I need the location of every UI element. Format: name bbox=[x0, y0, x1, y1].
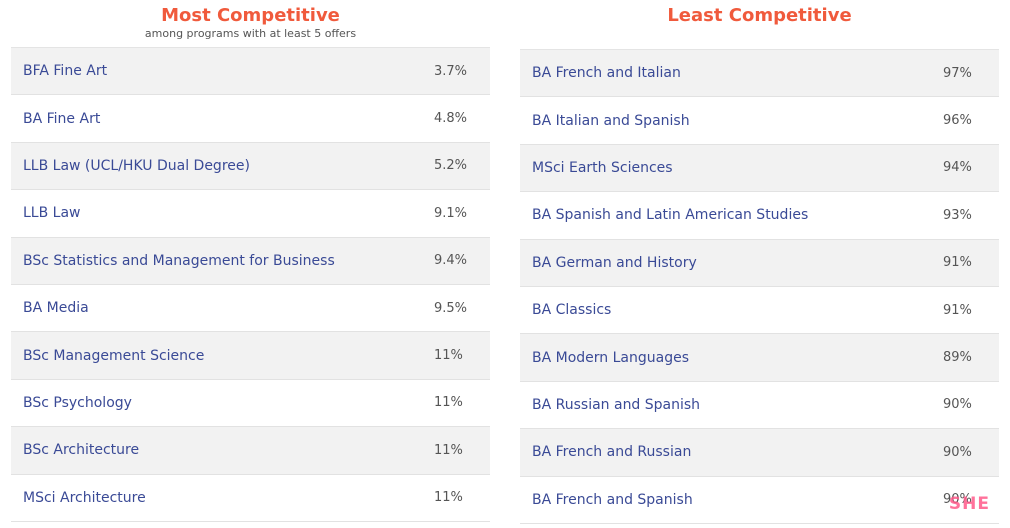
offer-rate: 11% bbox=[434, 442, 463, 458]
offer-rate: 11% bbox=[434, 348, 463, 364]
program-name: BFA Fine Art bbox=[23, 63, 108, 80]
offer-rate: 9.5% bbox=[434, 300, 468, 316]
least-competitive-panel: Least Competitive BA French and Italian 9… bbox=[520, 0, 999, 524]
table-row: BSc Psychology 11% bbox=[11, 379, 490, 428]
least-competitive-title: Least Competitive bbox=[667, 5, 852, 26]
table-row: BA Modern Languages 89% bbox=[520, 334, 999, 382]
program-name: BA Spanish and Latin American Studies bbox=[532, 207, 809, 224]
program-name: BA French and Spanish bbox=[532, 491, 693, 508]
least-competitive-table: BA French and Italian 97% BA Italian and S… bbox=[520, 49, 999, 524]
offer-rate: 5.2% bbox=[434, 158, 468, 174]
table-row: BA French and Russian 90% bbox=[520, 429, 999, 477]
offer-rate: 9.4% bbox=[434, 253, 468, 269]
table-row: BFA Fine Art 3.7% bbox=[11, 48, 490, 96]
table-row: BA Media 9.5% bbox=[11, 284, 490, 333]
table-row: BA French and Spanish 90% bbox=[520, 476, 999, 524]
offer-rate: 90% bbox=[943, 444, 972, 460]
table-row: MSci Architecture 11% bbox=[11, 474, 490, 522]
offer-rate: 91% bbox=[943, 302, 972, 318]
program-name: BA Fine Art bbox=[23, 110, 101, 127]
program-name: LLB Law (UCL/HKU Dual Degree) bbox=[23, 157, 250, 174]
table-row: BA Italian and Spanish 96% bbox=[520, 97, 999, 145]
program-name: BSc Psychology bbox=[23, 394, 132, 411]
table-row: MSci Earth Sciences 94% bbox=[520, 144, 999, 193]
program-name: BA Italian and Spanish bbox=[532, 112, 690, 129]
program-name: MSci Earth Sciences bbox=[532, 159, 673, 176]
program-name: BA French and Russian bbox=[532, 444, 692, 461]
table-row: BSc Management Science 11% bbox=[11, 332, 490, 380]
offer-rate: 3.7% bbox=[434, 63, 468, 79]
watermark-logo: SHE bbox=[948, 494, 990, 514]
offer-rate: 11% bbox=[434, 490, 463, 506]
program-name: BA French and Italian bbox=[532, 65, 681, 82]
table-row: BA Fine Art 4.8% bbox=[11, 95, 490, 143]
offer-rate: 4.8% bbox=[434, 111, 468, 127]
table-row: BA Russian and Spanish 90% bbox=[520, 381, 999, 430]
table-row: BA Classics 91% bbox=[520, 286, 999, 335]
offer-rate: 90% bbox=[943, 397, 972, 413]
most-competitive-table: BFA Fine Art 3.7% BA Fine Art 4.8% LLB Law (… bbox=[11, 47, 490, 522]
program-name: BA Modern Languages bbox=[532, 349, 689, 366]
offer-rate: 9.1% bbox=[434, 205, 468, 221]
program-name: MSci Architecture bbox=[23, 489, 146, 506]
offer-rate: 97% bbox=[943, 65, 972, 81]
table-row: BSc Architecture 11% bbox=[11, 427, 490, 475]
table-row: BA French and Italian 97% bbox=[520, 50, 999, 98]
program-name: BA Media bbox=[23, 300, 89, 317]
program-name: BA German and History bbox=[532, 254, 697, 271]
most-competitive-subtitle: among programs with at least 5 offers bbox=[144, 27, 357, 40]
table-row: BSc Statistics and Management for Busine… bbox=[11, 237, 490, 285]
program-name: BSc Management Science bbox=[23, 347, 205, 364]
offer-rate: 93% bbox=[943, 207, 972, 223]
offer-rate: 96% bbox=[943, 113, 972, 129]
most-competitive-title: Most Competitive bbox=[161, 5, 340, 26]
program-name: BSc Architecture bbox=[23, 442, 140, 459]
program-name: BSc Statistics and Management for Busine… bbox=[23, 252, 335, 269]
offer-rate: 89% bbox=[943, 350, 972, 366]
table-row: LLB Law (UCL/HKU Dual Degree) 5.2% bbox=[11, 142, 490, 191]
offer-rate: 91% bbox=[943, 255, 972, 271]
offer-rate: 90% bbox=[943, 492, 972, 508]
offer-rate: 11% bbox=[434, 395, 463, 411]
program-name: LLB Law bbox=[23, 205, 81, 222]
program-name: BA Classics bbox=[532, 302, 612, 319]
most-competitive-panel: Most Competitive among programs with at … bbox=[11, 0, 490, 522]
program-name: BA Russian and Spanish bbox=[532, 396, 701, 413]
table-row: BA German and History 91% bbox=[520, 239, 999, 287]
offer-rate: 94% bbox=[943, 160, 972, 176]
table-row: BA Spanish and Latin American Studies 93% bbox=[520, 192, 999, 240]
table-row: LLB Law 9.1% bbox=[11, 190, 490, 238]
